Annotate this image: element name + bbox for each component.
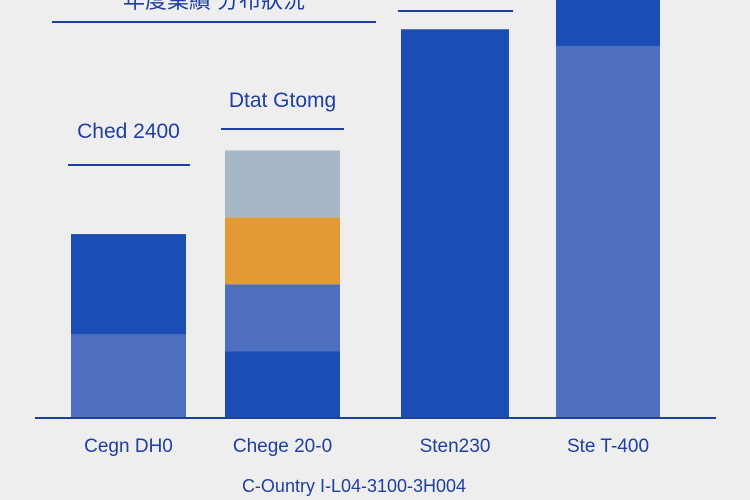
bar-annotation-2: Dtat Gtomg <box>229 89 336 112</box>
bar-segment-3-1 <box>401 29 509 418</box>
chart-title: 年度業績 分布狀況 <box>123 0 305 13</box>
bar-segment-2-4 <box>225 150 340 218</box>
x-ticks-layer: Cegn DH0 Chege 20-0 Sten230 Ste T-400 <box>84 436 649 457</box>
x-tick-label-2: Chege 20-0 <box>233 436 332 457</box>
bar-segment-2-2 <box>225 284 340 352</box>
x-tick-label-1: Cegn DH0 <box>84 436 173 457</box>
bar-segment-2-1 <box>225 351 340 418</box>
bar-annotation-1: Ched 2400 <box>77 120 180 143</box>
x-axis-label: C-Ountry I-L04-3100-3H004 <box>242 476 466 496</box>
bar-segment-4-2 <box>556 0 660 46</box>
bar-segment-1-2 <box>71 234 186 335</box>
bar-segment-4-1 <box>556 45 660 418</box>
bar-segment-2-3 <box>225 217 340 285</box>
x-tick-label-3: Sten230 <box>420 436 491 457</box>
bars-layer <box>71 0 660 418</box>
bar-segment-1-1 <box>71 334 186 418</box>
x-tick-label-4: Ste T-400 <box>567 436 649 457</box>
annotations-layer: Ched 2400 Dtat Gtomg <box>68 10 513 166</box>
